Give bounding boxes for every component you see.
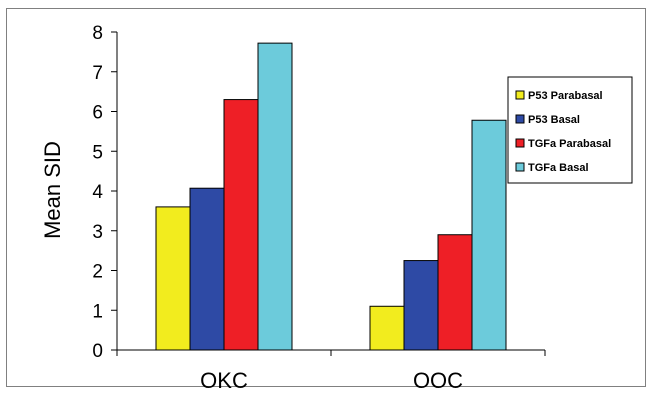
legend-box <box>507 76 633 184</box>
y-tick-label: 7 <box>92 63 103 84</box>
legend-label: TGFa Basal <box>528 162 589 174</box>
bar-ooc-tgfa-basal <box>471 119 507 351</box>
bar-okc-tgfa-parabasal <box>223 99 259 351</box>
y-tick-label: 4 <box>92 182 103 203</box>
legend-swatch <box>515 114 525 124</box>
legend-swatch <box>515 138 525 148</box>
y-tick-label: 6 <box>92 103 103 124</box>
bar-ooc-p53-basal <box>403 260 439 351</box>
y-tick-label: 5 <box>92 142 103 163</box>
y-axis-title: Mean SID <box>40 141 65 239</box>
y-tick-label: 0 <box>92 341 103 362</box>
y-tick-label: 3 <box>92 222 103 243</box>
bar-okc-p53-basal <box>189 187 225 351</box>
legend-swatch <box>515 162 525 172</box>
legend-swatch <box>515 90 525 100</box>
y-tick-label: 1 <box>92 301 103 322</box>
legend: P53 Parabasal P53 Basal TGFa Parabasal TGFa… <box>507 76 633 184</box>
x-tick-label: OOC <box>413 368 463 393</box>
bar-ooc-p53-parabasal <box>369 305 405 351</box>
y-tick-label: 2 <box>92 262 103 283</box>
legend-label: P53 Basal <box>528 114 580 126</box>
bar-ooc-tgfa-parabasal <box>437 234 473 351</box>
legend-label: TGFa Parabasal <box>528 138 611 150</box>
plot-area: OKC OOC 0 1 2 3 4 5 6 7 8 <box>92 23 546 393</box>
y-tick-label: 8 <box>92 23 103 44</box>
legend-label: P53 Parabasal <box>528 90 603 102</box>
bar-okc-p53-parabasal <box>155 206 191 351</box>
bar-okc-tgfa-basal <box>257 42 293 351</box>
x-tick-label: OKC <box>200 368 248 393</box>
